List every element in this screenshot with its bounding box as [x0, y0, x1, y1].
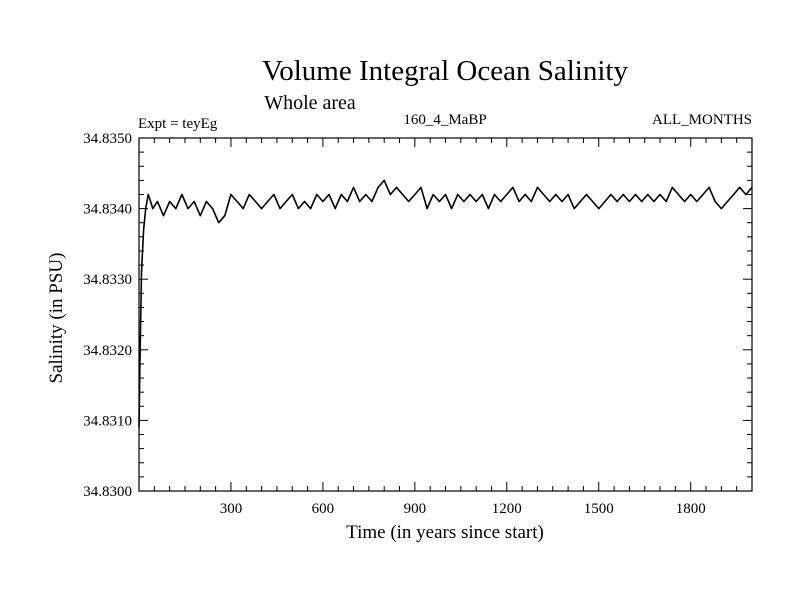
series-layer	[138, 179, 753, 428]
x-tick-label: 1500	[584, 501, 614, 517]
x-tick-label: 1800	[676, 501, 706, 517]
series-line-salinity	[138, 179, 753, 428]
y-axis-label: Salinity (in PSU)	[46, 253, 67, 384]
x-tick-label: 1200	[492, 501, 522, 517]
axes	[138, 137, 753, 492]
chart-title: Volume Integral Ocean Salinity	[262, 55, 628, 87]
plot-frame	[138, 137, 753, 492]
ticks: 300 600 900 1200 1500 1800 34.8300 34.8310 34.83…	[83, 131, 752, 517]
x-tick-label: 600	[312, 501, 335, 517]
x-axis-label: Time (in years since start)	[346, 522, 544, 543]
y-tick-label: 34.8340	[83, 202, 132, 218]
experiment-label: Expt = teyEg	[138, 116, 218, 132]
x-tick-label: 900	[404, 501, 427, 517]
y-tick-label: 34.8310	[83, 413, 132, 429]
y-tick-label: 34.8350	[83, 131, 132, 147]
y-tick-label: 34.8320	[83, 343, 132, 359]
x-tick-label: 300	[220, 501, 243, 517]
y-tick-label: 34.8300	[83, 484, 132, 500]
period-label: 160_4_MaBP	[403, 112, 486, 128]
y-tick-label: 34.8330	[83, 272, 132, 288]
months-label: ALL_MONTHS	[652, 112, 752, 128]
chart-subtitle: Whole area	[264, 92, 356, 114]
